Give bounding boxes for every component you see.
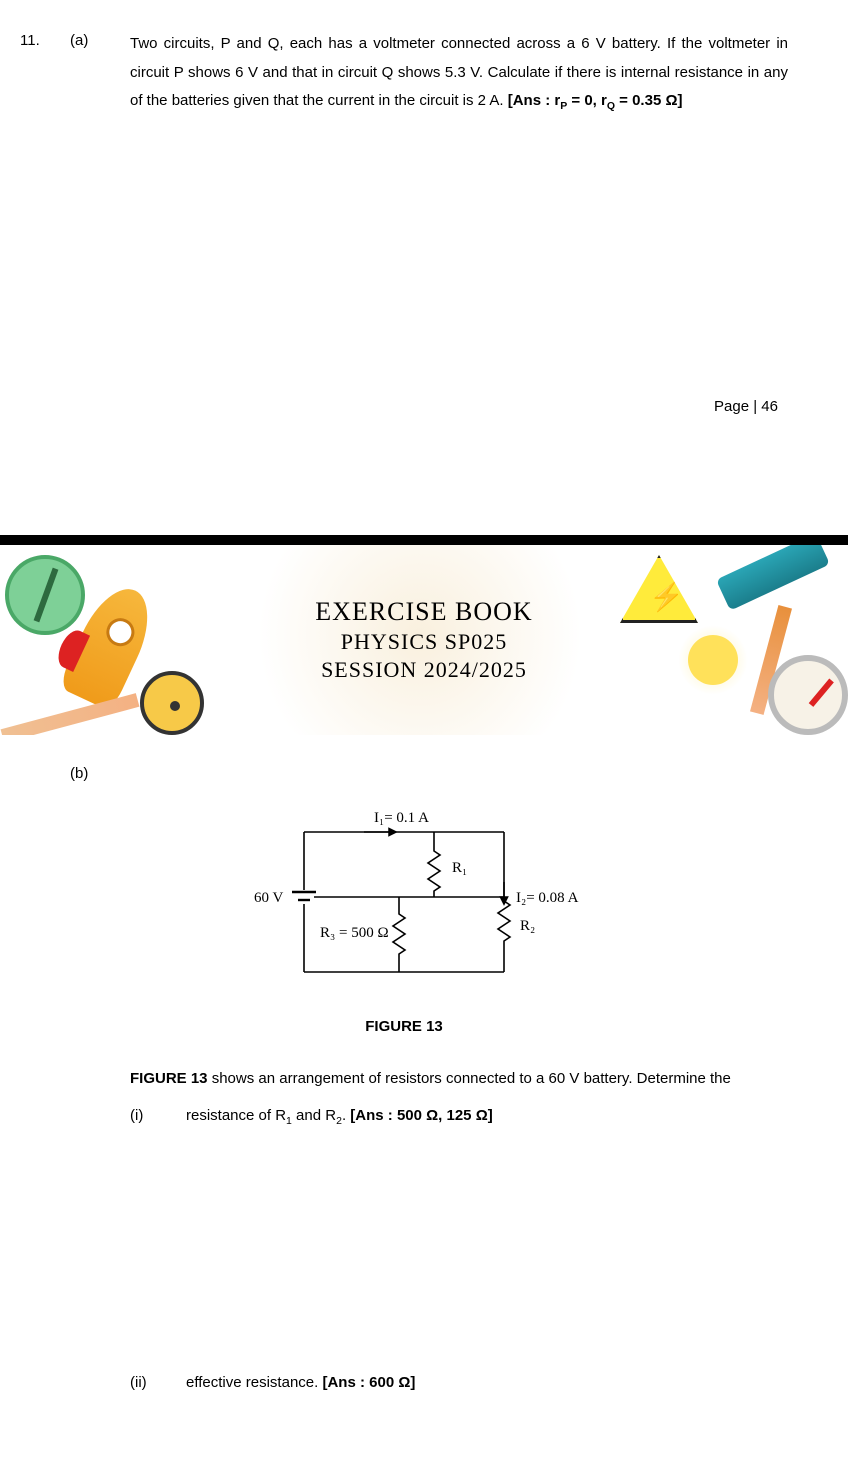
- sub-ii-label: (ii): [130, 1369, 186, 1398]
- workspace-gap: [20, 1131, 788, 1361]
- i2-label: I₂= 0.08 A: [516, 890, 579, 906]
- banner-line3: SESSION 2024/2025: [315, 657, 532, 683]
- circuit-diagram: I₁= 0.1 A R₁ I₂= 0.08 A R₂ R₃ = 500 Ω 60…: [20, 802, 788, 1002]
- sub-ii-answer: [Ans : 600 Ω]: [322, 1374, 415, 1391]
- question-11b-section: (b): [0, 735, 848, 1438]
- sub-i-body: resistance of R1 and R2. [Ans : 500 Ω, 1…: [186, 1102, 788, 1132]
- part-a-answer: [Ans : rP = 0, rQ = 0.35 Ω]: [508, 92, 683, 109]
- part-a-text: Two circuits, P and Q, each has a voltme…: [130, 35, 788, 109]
- sun-icon: [688, 635, 738, 685]
- r3-label: R₃ = 500 Ω: [320, 925, 389, 941]
- figure-ref: FIGURE 13: [130, 1070, 208, 1087]
- sub-ii-body: effective resistance. [Ans : 600 Ω]: [186, 1369, 788, 1398]
- figure-caption: FIGURE 13: [20, 1018, 788, 1035]
- page-divider: [0, 535, 848, 545]
- part-b-desc-rest: shows an arrangement of resistors connec…: [208, 1070, 731, 1087]
- sub-ii-text: effective resistance.: [186, 1374, 322, 1391]
- r1-label: R₁: [452, 860, 467, 876]
- part-a-label: (a): [70, 30, 130, 117]
- sub-i-row: (i) resistance of R1 and R2. [Ans : 500 …: [130, 1102, 788, 1132]
- sub-i-text: resistance of R1 and R2.: [186, 1107, 350, 1124]
- circuit-svg: I₁= 0.1 A R₁ I₂= 0.08 A R₂ R₃ = 500 Ω 60…: [224, 802, 584, 1002]
- bolt-sign-icon: [620, 555, 698, 623]
- question-number: 11.: [20, 30, 70, 117]
- part-a-body: Two circuits, P and Q, each has a voltme…: [130, 30, 788, 117]
- sub-ii-row: (ii) effective resistance. [Ans : 600 Ω]: [130, 1369, 788, 1398]
- part-b-label: (b): [70, 765, 130, 782]
- source-label: 60 V: [254, 890, 283, 906]
- gauge-icon: [768, 655, 848, 735]
- banner-title: EXERCISE BOOK PHYSICS SP025 SESSION 2024…: [315, 597, 532, 683]
- radiation-icon: [140, 671, 204, 735]
- sub-i-label: (i): [130, 1102, 186, 1132]
- banner-line2: PHYSICS SP025: [315, 629, 532, 655]
- pencil-left-icon: [1, 693, 140, 735]
- sub-i-answer: [Ans : 500 Ω, 125 Ω]: [350, 1107, 492, 1124]
- compass-icon: [5, 555, 85, 635]
- r2-label: R₂: [520, 918, 535, 934]
- i1-label: I₁= 0.1 A: [374, 810, 429, 826]
- book-banner: EXERCISE BOOK PHYSICS SP025 SESSION 2024…: [0, 545, 848, 735]
- question-11a-section: 11. (a) Two circuits, P and Q, each has …: [0, 0, 848, 535]
- part-b-description: FIGURE 13 shows an arrangement of resist…: [130, 1065, 788, 1094]
- banner-line1: EXERCISE BOOK: [315, 597, 532, 627]
- telescope-icon: [716, 545, 830, 611]
- page-number: Page | 46: [714, 398, 778, 415]
